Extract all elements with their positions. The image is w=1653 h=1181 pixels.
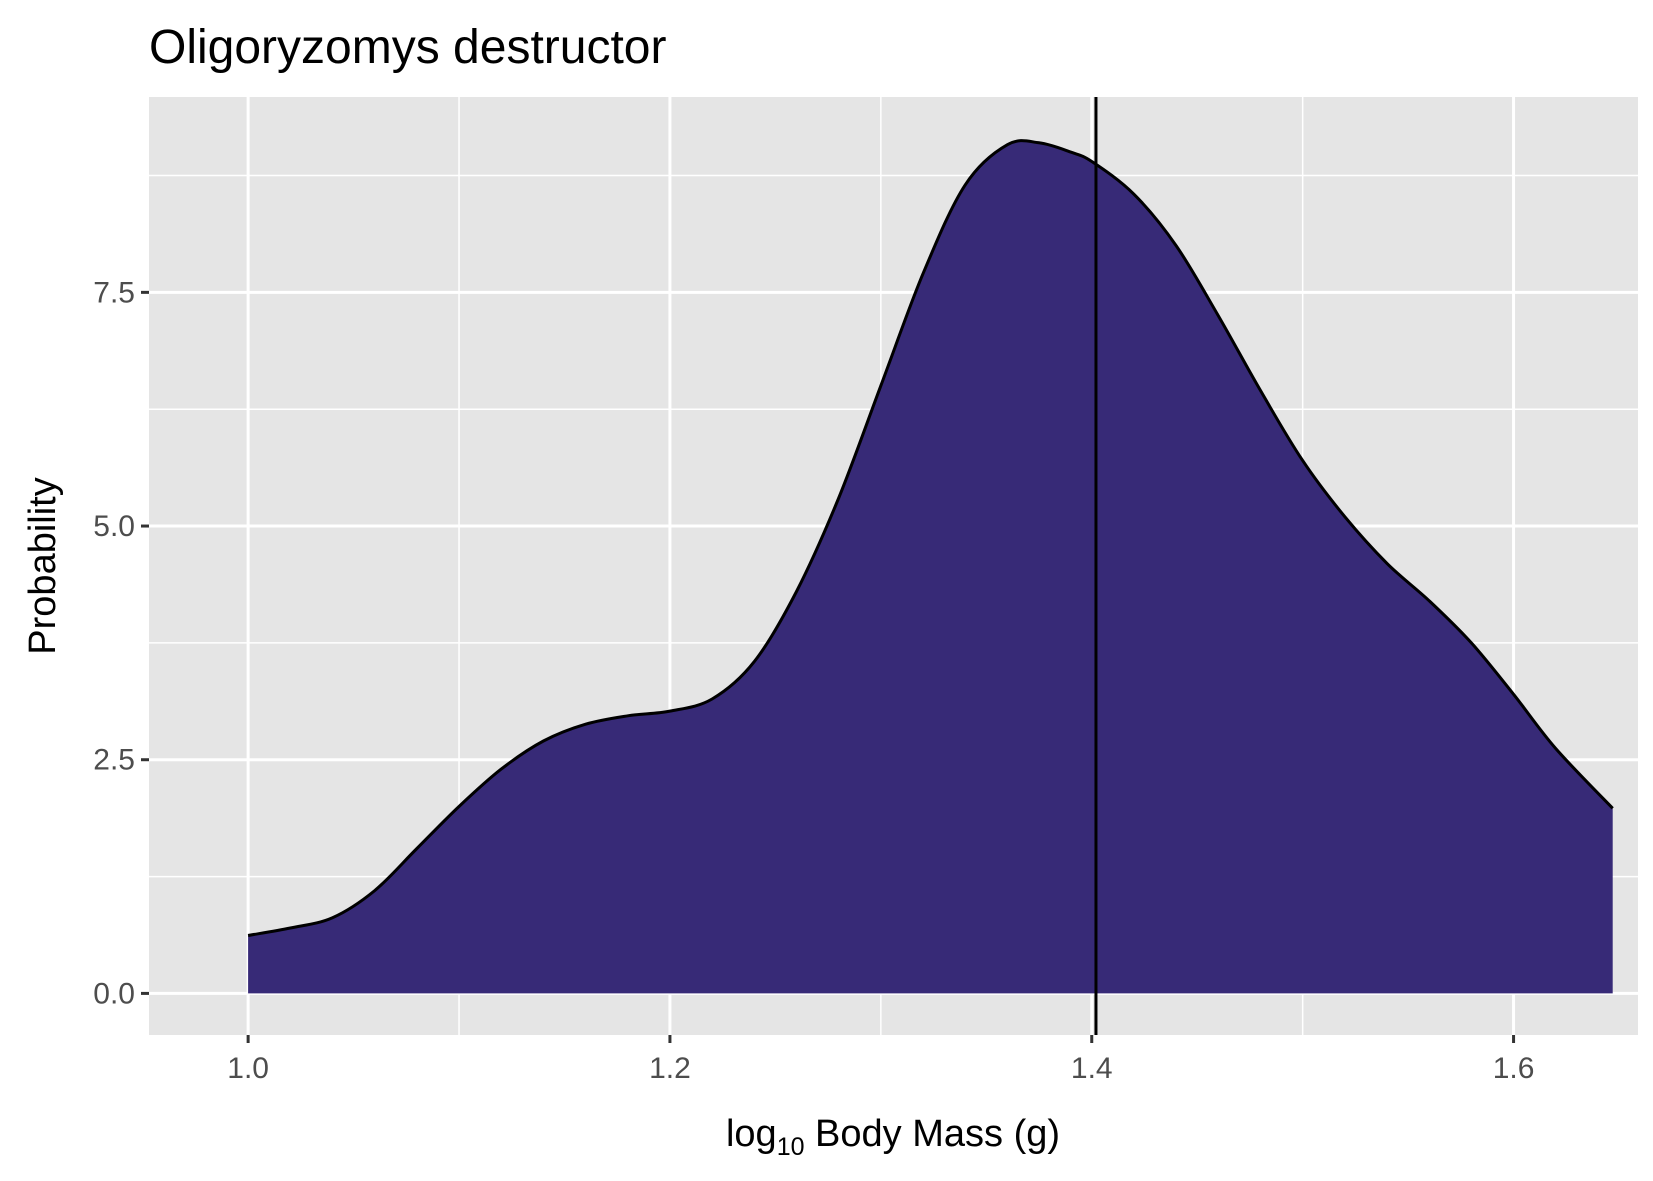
density-area <box>248 140 1613 994</box>
x-tick-label: 1.6 <box>1493 1052 1535 1085</box>
density-outline <box>247 139 1614 937</box>
y-axis: 0.0 2.5 5.0 7.5 <box>93 276 149 1010</box>
x-axis-title-prefix: log <box>726 1113 777 1155</box>
x-tick-label: 1.4 <box>1071 1052 1113 1085</box>
x-axis-title-subscript: 10 <box>777 1133 805 1161</box>
x-axis: 1.0 1.2 1.4 1.6 <box>227 1035 1534 1085</box>
y-tick-label: 7.5 <box>93 276 135 309</box>
y-tick-label: 0.0 <box>93 977 135 1010</box>
x-tick-label: 1.2 <box>649 1052 691 1085</box>
x-axis-title: log10 Body Mass (g) <box>726 1113 1060 1161</box>
chart-title: Oligoryzomys destructor <box>149 21 666 74</box>
y-axis-title: Probability <box>22 477 64 654</box>
y-tick-label: 5.0 <box>93 510 135 543</box>
x-axis-title-suffix: Body Mass (g) <box>805 1113 1061 1155</box>
x-tick-label: 1.0 <box>227 1052 269 1085</box>
y-tick-label: 2.5 <box>93 744 135 777</box>
